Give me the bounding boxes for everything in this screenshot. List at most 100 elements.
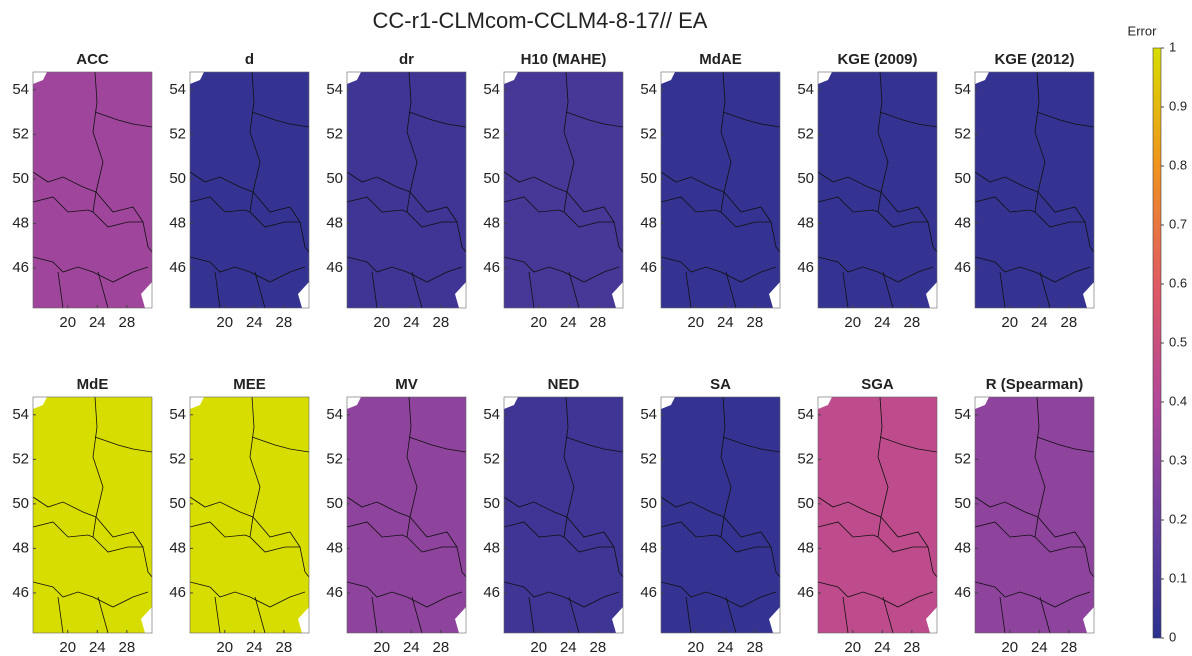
x-tick-label: 28 — [904, 639, 921, 656]
y-tick-label: 54 — [797, 406, 814, 423]
map-field — [661, 72, 780, 308]
panel-title: KGE (2012) — [994, 51, 1074, 68]
map-field — [347, 397, 466, 633]
colorbar-label: Error — [1128, 23, 1158, 38]
x-tick-label: 28 — [590, 639, 607, 656]
y-tick-label: 48 — [326, 539, 343, 556]
x-tick-label: 20 — [844, 314, 861, 331]
y-tick-label: 50 — [640, 170, 657, 187]
panel-title: H10 (MAHE) — [521, 51, 607, 68]
y-tick-label: 54 — [640, 406, 657, 423]
x-tick-label: 20 — [844, 639, 861, 656]
y-tick-label: 46 — [12, 259, 29, 276]
colorbar-tick-label: 0.4 — [1169, 393, 1187, 408]
x-tick-label: 20 — [373, 639, 390, 656]
panel-title: KGE (2009) — [837, 51, 917, 68]
y-tick-label: 52 — [12, 125, 29, 142]
panel-title: dr — [399, 51, 414, 68]
y-tick-label: 52 — [326, 125, 343, 142]
x-tick-label: 24 — [403, 314, 420, 331]
x-tick-label: 28 — [747, 639, 764, 656]
map-field — [975, 72, 1094, 308]
x-tick-label: 24 — [560, 639, 577, 656]
y-tick-label: 48 — [954, 539, 971, 556]
colorbar-tick-label: 0.1 — [1169, 570, 1187, 585]
y-tick-label: 52 — [640, 450, 657, 467]
y-tick-label: 50 — [326, 495, 343, 512]
panel-title: R (Spearman) — [986, 376, 1084, 393]
x-tick-label: 24 — [1031, 639, 1048, 656]
x-tick-label: 20 — [216, 314, 233, 331]
y-tick-label: 46 — [483, 584, 500, 601]
y-tick-label: 48 — [483, 539, 500, 556]
y-tick-label: 52 — [640, 125, 657, 142]
x-tick-label: 28 — [276, 314, 293, 331]
panel-frame — [32, 396, 153, 634]
x-tick-label: 28 — [1061, 639, 1078, 656]
x-tick-label: 20 — [373, 314, 390, 331]
y-tick-label: 48 — [640, 539, 657, 556]
x-tick-label: 20 — [216, 639, 233, 656]
map-field — [504, 397, 623, 633]
x-tick-label: 24 — [1031, 314, 1048, 331]
y-tick-label: 48 — [12, 214, 29, 231]
y-tick-label: 54 — [326, 406, 343, 423]
map-field — [975, 397, 1094, 633]
panel-frame — [503, 396, 624, 634]
y-tick-label: 50 — [797, 170, 814, 187]
colorbar-tick-label: 0.5 — [1169, 334, 1187, 349]
y-tick-label: 46 — [797, 584, 814, 601]
panel-title: MdE — [77, 376, 109, 393]
panel-title: SGA — [861, 376, 894, 393]
map-field — [347, 72, 466, 308]
y-tick-label: 50 — [483, 170, 500, 187]
panel-title: d — [245, 51, 254, 68]
y-tick-label: 50 — [169, 495, 186, 512]
map-field — [33, 72, 152, 308]
y-tick-label: 46 — [169, 259, 186, 276]
panel-title: SA — [710, 376, 731, 393]
x-tick-label: 28 — [276, 639, 293, 656]
y-tick-label: 46 — [954, 259, 971, 276]
panel-title: NED — [548, 376, 580, 393]
y-tick-label: 48 — [954, 214, 971, 231]
x-tick-label: 20 — [687, 639, 704, 656]
map-field — [504, 72, 623, 308]
panel-frame — [817, 396, 938, 634]
y-tick-label: 46 — [797, 259, 814, 276]
x-tick-label: 28 — [433, 314, 450, 331]
x-tick-label: 20 — [687, 314, 704, 331]
y-tick-label: 52 — [169, 125, 186, 142]
panel-frame — [346, 71, 467, 309]
x-tick-label: 20 — [530, 639, 547, 656]
y-tick-label: 52 — [797, 125, 814, 142]
x-tick-label: 20 — [1001, 314, 1018, 331]
map-field — [190, 397, 309, 633]
y-tick-label: 54 — [483, 406, 500, 423]
y-tick-label: 54 — [954, 406, 971, 423]
colorbar-tick-label: 0.7 — [1169, 216, 1187, 231]
x-tick-label: 24 — [89, 639, 106, 656]
x-tick-label: 20 — [1001, 639, 1018, 656]
y-tick-label: 48 — [797, 214, 814, 231]
y-tick-label: 48 — [483, 214, 500, 231]
y-tick-label: 50 — [797, 495, 814, 512]
y-tick-label: 46 — [640, 259, 657, 276]
y-tick-label: 46 — [954, 584, 971, 601]
y-tick-label: 46 — [326, 584, 343, 601]
y-tick-label: 54 — [169, 406, 186, 423]
panel-frame — [660, 396, 781, 634]
y-tick-label: 54 — [797, 81, 814, 98]
colorbar-tick-label: 0 — [1169, 629, 1176, 644]
y-tick-label: 54 — [326, 81, 343, 98]
x-tick-label: 24 — [717, 639, 734, 656]
panel-frame — [817, 71, 938, 309]
panel-frame — [189, 396, 310, 634]
y-tick-label: 52 — [797, 450, 814, 467]
y-tick-label: 48 — [326, 214, 343, 231]
y-tick-label: 54 — [12, 406, 29, 423]
colorbar-tick-label: 0.8 — [1169, 157, 1187, 172]
x-tick-label: 24 — [246, 639, 263, 656]
y-tick-label: 54 — [12, 81, 29, 98]
x-tick-label: 24 — [89, 314, 106, 331]
